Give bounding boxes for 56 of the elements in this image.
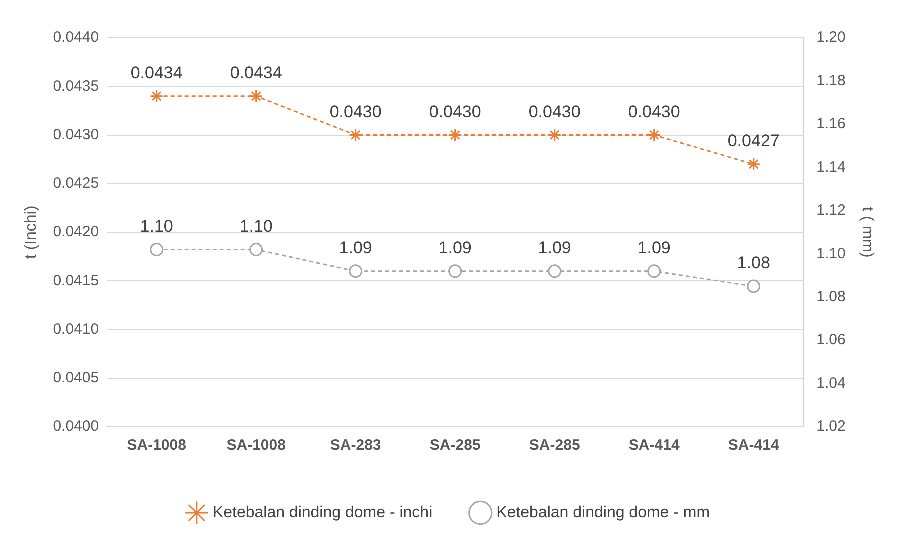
- point: [448, 264, 462, 278]
- y2-tick-label: 1.10: [816, 245, 846, 262]
- point: [648, 128, 662, 142]
- y2-tick-label: 1.16: [816, 116, 846, 133]
- y2-tick-label: 1.20: [816, 29, 846, 46]
- y-tick-label: 0.0440: [53, 29, 100, 46]
- point: [250, 90, 264, 104]
- y-axis-title: t (Inchi): [23, 206, 40, 260]
- data-label: 1.09: [339, 238, 372, 258]
- point: [548, 128, 562, 142]
- data-label: 1.08: [737, 254, 770, 273]
- data-label: 1.09: [538, 238, 572, 258]
- y2-axis-title: t ( mm): [858, 207, 876, 258]
- y-tick-label: 0.0415: [53, 272, 100, 290]
- y2-tick-label: 1.08: [816, 288, 846, 306]
- x-tick-label: SA-1008: [127, 437, 186, 454]
- point: [747, 280, 761, 294]
- data-label: 0.0434: [130, 64, 183, 83]
- y2-tick-label: 1.02: [816, 418, 846, 436]
- y2-tick-label: 1.12: [816, 202, 846, 220]
- y2-tick-label: 1.06: [816, 332, 846, 349]
- y-tick-label: 0.0405: [53, 370, 100, 387]
- y-tick-label: 0.0400: [53, 418, 100, 436]
- y2-tick-label: 1.14: [816, 158, 846, 176]
- data-label: 0.0430: [628, 102, 680, 122]
- y2-tick-label: 1.04: [816, 374, 846, 392]
- x-tick-label: SA-414: [628, 437, 680, 454]
- point: [648, 264, 662, 278]
- data-label: 0.0430: [528, 102, 581, 122]
- point: [747, 158, 761, 172]
- data-label: 1.09: [438, 238, 472, 258]
- legend-label: Ketebalan dinding dome - inchi: [212, 504, 433, 522]
- data-label: 1.10: [140, 216, 174, 236]
- x-tick-label: SA-1008: [226, 437, 286, 454]
- data-label: 0.0430: [330, 102, 382, 122]
- y-tick-label: 0.0435: [53, 78, 100, 95]
- y-tick-label: 0.0410: [53, 320, 100, 338]
- data-label: 0.0427: [728, 132, 780, 151]
- x-tick-label: SA-414: [728, 437, 780, 454]
- point: [349, 264, 363, 278]
- point: [150, 243, 164, 257]
- point: [548, 264, 562, 278]
- point: [250, 243, 264, 257]
- y-tick-label: 0.0420: [53, 224, 100, 241]
- y2-tick-label: 1.18: [816, 72, 846, 90]
- x-tick-label: SA-285: [430, 437, 481, 454]
- data-label: 1.10: [240, 216, 273, 236]
- y-tick-label: 0.0430: [53, 126, 100, 144]
- y-tick-label: 0.0425: [53, 175, 100, 192]
- x-tick-label: SA-285: [529, 437, 580, 454]
- point: [150, 90, 164, 104]
- data-label: 0.0430: [429, 102, 482, 122]
- data-label: 1.09: [638, 238, 671, 258]
- legend-label: Ketebalan dinding dome - mm: [496, 504, 710, 522]
- data-label: 0.0434: [230, 64, 282, 83]
- x-tick-label: SA-283: [330, 437, 382, 454]
